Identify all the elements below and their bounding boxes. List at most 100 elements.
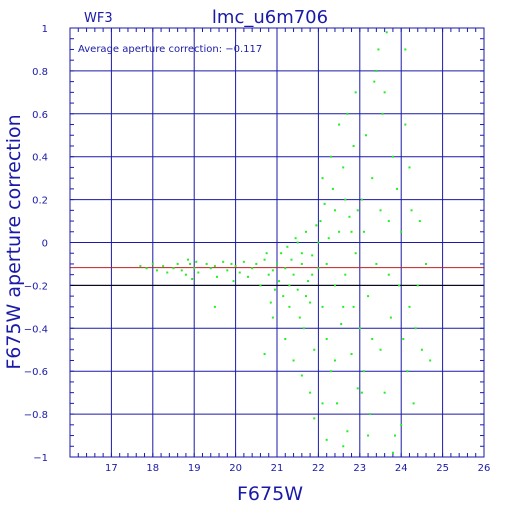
data-point: [321, 177, 324, 180]
x-tick-label: 24: [395, 463, 408, 474]
data-point: [205, 262, 208, 265]
data-point: [300, 252, 303, 255]
data-point: [362, 370, 365, 373]
data-point: [215, 275, 218, 278]
data-point: [416, 284, 419, 287]
x-tick-label: 22: [312, 463, 325, 474]
data-point: [162, 265, 165, 268]
data-point: [352, 144, 355, 147]
y-tick-label: −0.2: [24, 281, 48, 292]
data-point: [333, 209, 336, 212]
data-point: [290, 258, 293, 261]
data-point: [232, 280, 235, 283]
data-point: [350, 230, 353, 233]
data-point: [315, 224, 318, 227]
data-point: [286, 245, 289, 248]
data-point: [404, 123, 407, 126]
data-point: [311, 254, 314, 257]
data-point: [311, 273, 314, 276]
average-note: Average aperture correction: −0.117: [78, 44, 262, 55]
data-point: [271, 316, 274, 319]
data-point: [365, 134, 368, 137]
data-point: [145, 267, 148, 270]
data-point: [300, 262, 303, 265]
data-point: [336, 402, 339, 405]
data-point: [360, 198, 363, 201]
data-point: [329, 370, 332, 373]
data-point: [234, 265, 237, 268]
data-point: [292, 273, 295, 276]
data-point: [226, 269, 229, 272]
data-point: [323, 202, 326, 205]
data-point: [193, 267, 196, 270]
data-point: [313, 417, 316, 420]
data-point: [325, 262, 328, 265]
data-point: [410, 209, 413, 212]
data-point: [367, 434, 370, 437]
data-point: [420, 348, 423, 351]
data-point: [186, 258, 189, 261]
data-point: [350, 353, 353, 356]
data-point: [404, 48, 407, 51]
data-point: [238, 271, 241, 274]
data-point: [263, 353, 266, 356]
data-point: [325, 438, 328, 441]
data-point: [344, 198, 347, 201]
data-point: [269, 301, 272, 304]
data-point: [267, 273, 270, 276]
data-point: [155, 269, 158, 272]
data-point: [342, 445, 345, 448]
data-point: [247, 275, 250, 278]
data-point: [412, 402, 415, 405]
plot-frame: [69, 27, 485, 458]
data-point: [391, 155, 394, 158]
data-point: [197, 271, 200, 274]
data-point: [222, 260, 225, 263]
data-point: [282, 295, 285, 298]
x-tick-label: 18: [146, 463, 159, 474]
data-point: [333, 284, 336, 287]
data-point: [307, 280, 310, 283]
data-point: [255, 262, 258, 265]
data-point: [317, 241, 320, 244]
data-point: [362, 230, 365, 233]
data-point: [309, 301, 312, 304]
data-point: [184, 273, 187, 276]
data-point: [304, 230, 307, 233]
data-point: [288, 305, 291, 308]
data-point: [302, 327, 305, 330]
data-point: [393, 434, 396, 437]
data-point: [344, 273, 347, 276]
data-point: [375, 69, 378, 72]
x-tick-label: 26: [478, 463, 491, 474]
data-point: [263, 258, 266, 261]
data-point: [325, 338, 328, 341]
y-tick-label: −0.8: [24, 410, 48, 421]
data-point: [166, 271, 169, 274]
data-point: [373, 80, 376, 83]
data-point: [319, 220, 322, 223]
data-point: [346, 430, 349, 433]
data-point: [213, 265, 216, 268]
data-point: [242, 260, 245, 263]
data-point: [172, 267, 175, 270]
data-point: [338, 123, 341, 126]
data-point: [402, 338, 405, 341]
y-tick-label: 0.2: [32, 196, 48, 207]
data-point: [387, 273, 390, 276]
data-point: [391, 451, 394, 454]
data-point: [273, 288, 276, 291]
y-tick-labels: −1 −0.8 −0.6 −0.4 −0.2 0 0.2 0.4 0.6 0.8 1: [24, 24, 48, 464]
data-point: [352, 305, 355, 308]
x-tick-label: 20: [229, 463, 242, 474]
data-point: [398, 284, 401, 287]
chart-title: lmc_u6m706: [212, 7, 328, 28]
data-point: [191, 277, 194, 280]
y-tick-label: 0.4: [32, 153, 48, 164]
data-point: [296, 241, 299, 244]
data-point: [346, 112, 349, 115]
data-point: [400, 230, 403, 233]
data-point: [429, 359, 432, 362]
data-point: [389, 316, 392, 319]
